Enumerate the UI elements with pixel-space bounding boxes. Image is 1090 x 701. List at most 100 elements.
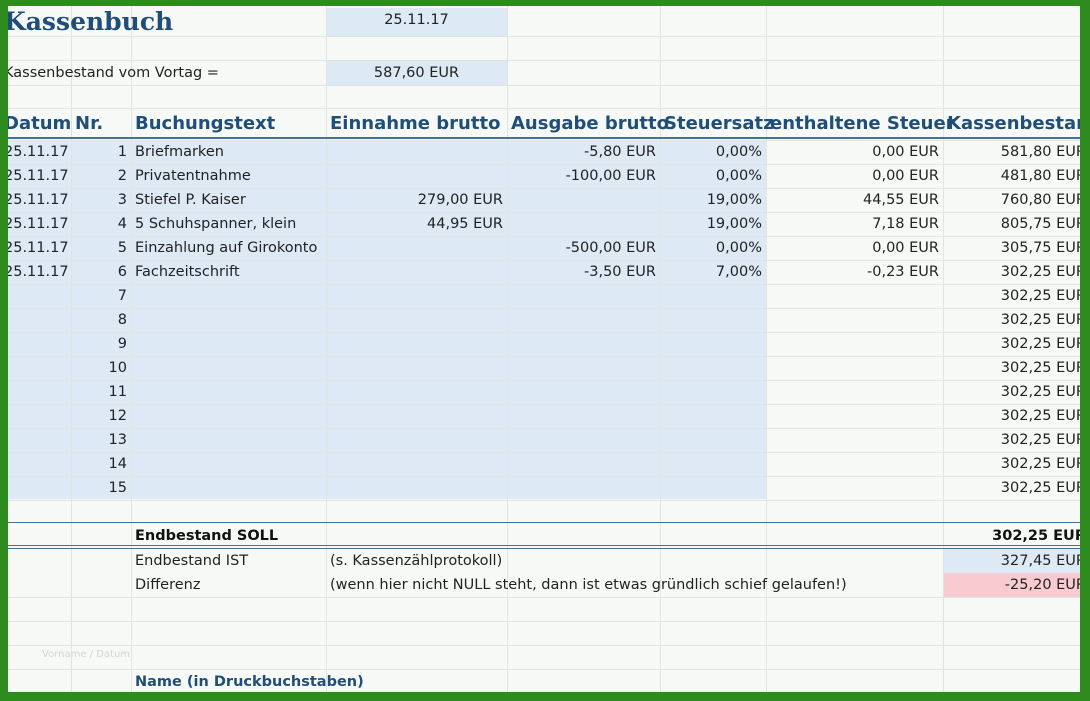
cell-date[interactable]: 25.11.17 (4, 240, 69, 256)
cell-text[interactable] (131, 308, 326, 332)
cell-date[interactable] (8, 452, 71, 476)
cell-expense[interactable] (507, 476, 660, 500)
cell-date[interactable] (8, 476, 71, 500)
cell-text[interactable] (131, 356, 326, 380)
cell-date[interactable]: 25.11.17 (4, 168, 69, 184)
diff-fill (943, 573, 1080, 597)
cell-date[interactable] (8, 428, 71, 452)
opening-value-field[interactable]: 587,60 EUR (373, 65, 460, 81)
grid-row-line (8, 356, 1080, 357)
end-ist-note: (s. Kassenzählprotokoll) (330, 553, 503, 569)
end-soll-label: Endbestand SOLL (135, 528, 279, 544)
cell-balance: 302,25 EUR (1000, 408, 1086, 424)
cell-text[interactable]: Privatentnahme (135, 168, 251, 184)
cell-rate[interactable]: 7,00% (715, 264, 762, 280)
cell-text[interactable]: Briefmarken (135, 144, 224, 160)
cell-rate[interactable] (660, 428, 766, 452)
cell-rate[interactable]: 19,00% (706, 216, 762, 232)
cell-income[interactable] (326, 356, 507, 380)
cell-date[interactable] (8, 332, 71, 356)
cell-income[interactable] (326, 380, 507, 404)
cell-rate[interactable] (660, 452, 766, 476)
cell-expense[interactable]: -5,80 EUR (584, 144, 656, 160)
cell-rate[interactable]: 0,00% (715, 240, 762, 256)
cell-date[interactable] (8, 404, 71, 428)
cell-text[interactable]: 5 Schuhspanner, klein (135, 216, 297, 232)
grid-row-line (8, 164, 1080, 165)
cell-expense[interactable] (507, 332, 660, 356)
cell-rate[interactable] (660, 380, 766, 404)
cell-expense[interactable] (507, 404, 660, 428)
grid-row-line (8, 60, 1080, 61)
cell-text[interactable] (131, 404, 326, 428)
diff-value: -25,20 EUR (1004, 577, 1086, 593)
cell-income[interactable]: 44,95 EUR (427, 216, 503, 232)
cell-rate[interactable]: 0,00% (715, 144, 762, 160)
cell-income[interactable] (326, 284, 507, 308)
cell-rate[interactable]: 19,00% (706, 192, 762, 208)
cell-balance: 302,25 EUR (1000, 432, 1086, 448)
cell-income[interactable] (326, 308, 507, 332)
cell-text[interactable]: Fachzeitschrift (135, 264, 240, 280)
cell-income[interactable] (326, 404, 507, 428)
date-field[interactable]: 25.11.17 (384, 12, 449, 28)
cell-expense[interactable] (507, 212, 660, 236)
cell-date[interactable] (8, 284, 71, 308)
cell-text[interactable]: Einzahlung auf Girokonto (135, 240, 318, 256)
cell-date[interactable]: 25.11.17 (4, 264, 69, 280)
grid-row-line (8, 188, 1080, 189)
cell-text[interactable] (131, 452, 326, 476)
cell-date[interactable]: 25.11.17 (4, 216, 69, 232)
cell-balance: 302,25 EUR (1000, 336, 1086, 352)
grid-row-line (8, 260, 1080, 261)
cell-expense[interactable] (507, 188, 660, 212)
cell-text[interactable] (131, 380, 326, 404)
grid-column-line (660, 6, 661, 692)
cell-nr: 7 (117, 288, 127, 304)
cell-rate[interactable] (660, 332, 766, 356)
cell-date[interactable] (8, 356, 71, 380)
cell-expense[interactable] (507, 356, 660, 380)
cell-income[interactable] (326, 260, 507, 284)
cell-expense[interactable]: -500,00 EUR (565, 240, 656, 256)
cell-text[interactable] (131, 332, 326, 356)
cell-income[interactable] (326, 164, 507, 188)
cell-rate[interactable] (660, 356, 766, 380)
cell-expense[interactable] (507, 380, 660, 404)
grid-column-line (943, 6, 944, 692)
grid-row-line (8, 108, 1080, 109)
cell-date[interactable] (8, 308, 71, 332)
cell-balance: 302,25 EUR (1000, 456, 1086, 472)
cell-income[interactable] (326, 428, 507, 452)
cell-balance: 302,25 EUR (1000, 384, 1086, 400)
cell-expense[interactable]: -3,50 EUR (584, 264, 656, 280)
grid-column-line (326, 6, 327, 692)
cell-expense[interactable] (507, 308, 660, 332)
cell-expense[interactable] (507, 284, 660, 308)
end-ist-value-field[interactable]: 327,45 EUR (1000, 553, 1086, 569)
cell-text[interactable]: Stiefel P. Kaiser (135, 192, 246, 208)
cell-text[interactable] (131, 476, 326, 500)
cell-rate[interactable]: 0,00% (715, 168, 762, 184)
cell-income[interactable] (326, 236, 507, 260)
cell-income[interactable] (326, 452, 507, 476)
cell-date[interactable] (8, 380, 71, 404)
cell-income[interactable]: 279,00 EUR (417, 192, 503, 208)
cell-rate[interactable] (660, 476, 766, 500)
cell-income[interactable] (326, 332, 507, 356)
cell-expense[interactable]: -100,00 EUR (565, 168, 656, 184)
cell-text[interactable] (131, 428, 326, 452)
cell-text[interactable] (131, 284, 326, 308)
cell-date[interactable]: 25.11.17 (4, 144, 69, 160)
cell-expense[interactable] (507, 452, 660, 476)
cell-date[interactable]: 25.11.17 (4, 192, 69, 208)
cell-income[interactable] (326, 476, 507, 500)
cell-expense[interactable] (507, 428, 660, 452)
cell-rate[interactable] (660, 308, 766, 332)
cell-income[interactable] (326, 140, 507, 164)
cell-rate[interactable] (660, 404, 766, 428)
cell-rate[interactable] (660, 284, 766, 308)
grid-row-line (8, 212, 1080, 213)
grid-row-line (8, 140, 1080, 141)
cell-tax (766, 332, 943, 356)
